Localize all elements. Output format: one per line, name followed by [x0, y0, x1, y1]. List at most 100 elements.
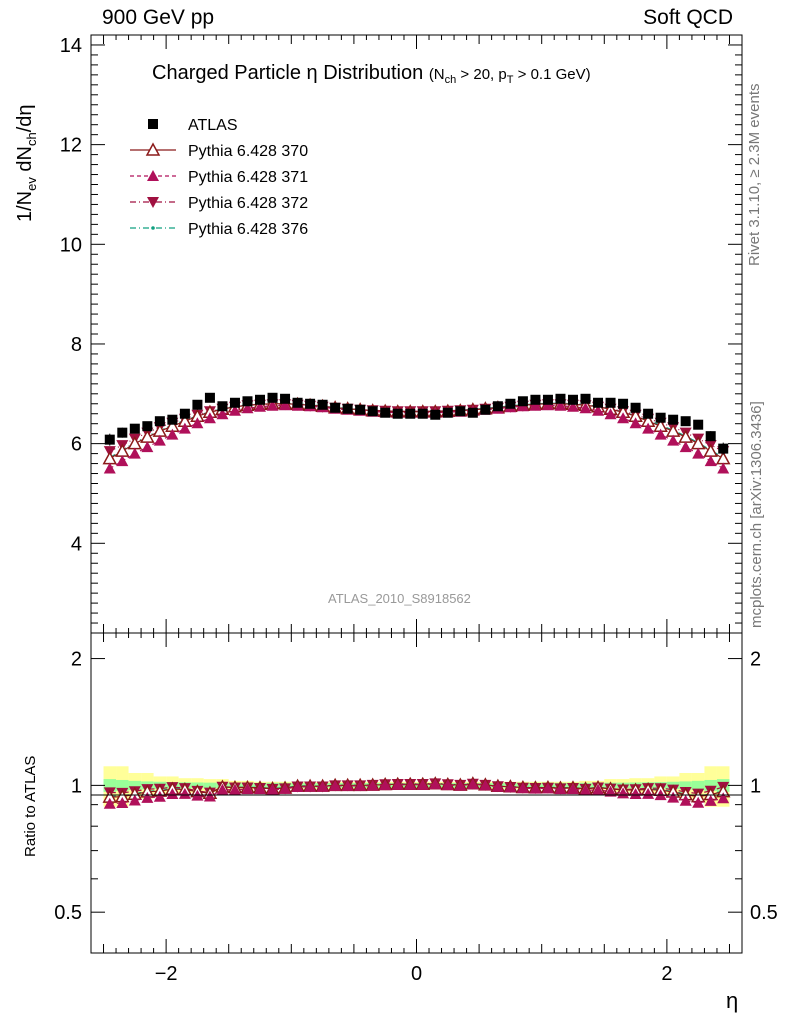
- legend-marker-2: [147, 170, 159, 181]
- ratio-point-2: [266, 783, 279, 795]
- series-point-2: [128, 447, 141, 459]
- x-axis-label: η: [726, 988, 739, 1013]
- ratio-panel-frame: [90, 632, 743, 954]
- series-point-2: [654, 428, 667, 440]
- series-point-2: [254, 400, 267, 412]
- legend-label-4: Pythia 6.428 376: [188, 221, 308, 238]
- ratio-point-2: [642, 787, 655, 799]
- x-tick-label: 0: [411, 963, 422, 985]
- series-point-1: [152, 423, 168, 437]
- ratio-point-2: [279, 782, 292, 794]
- ratio-point-2: [366, 779, 379, 791]
- series-point-2: [667, 434, 680, 446]
- ratio-point-2: [354, 779, 367, 791]
- atlas-point: [467, 407, 478, 418]
- atlas-point: [280, 393, 291, 404]
- legend-marker-1: [145, 142, 161, 156]
- atlas-point: [542, 394, 553, 405]
- atlas-point: [480, 404, 491, 415]
- atlas-point: [267, 392, 278, 403]
- ratio-point-2: [479, 779, 492, 791]
- series-point-1: [703, 443, 718, 457]
- ratio-tick-label: 0.5: [54, 902, 82, 924]
- series-point-1: [102, 451, 118, 465]
- ratio-point-2: [416, 778, 429, 790]
- ratio-point-2: [203, 790, 216, 802]
- atlas-point: [455, 406, 466, 417]
- legend-marker-3: [147, 197, 159, 208]
- ratio-tick-label: 2: [71, 649, 82, 671]
- atlas-point: [305, 398, 316, 409]
- ratio-point-2: [379, 779, 392, 791]
- atlas-point: [255, 394, 266, 405]
- ratio-point-2: [604, 785, 617, 797]
- legend-marker-0: [148, 119, 158, 129]
- band-green: [128, 780, 142, 791]
- ratio-point-2: [579, 784, 592, 796]
- band-green: [704, 779, 717, 791]
- atlas-point: [718, 443, 729, 454]
- series-point-2: [178, 422, 191, 434]
- series-point-2: [203, 412, 216, 424]
- atlas-point: [367, 406, 378, 417]
- atlas-point: [292, 397, 303, 408]
- atlas-point: [580, 393, 591, 404]
- ratio-point-2: [291, 780, 304, 792]
- series-point-2: [141, 441, 154, 453]
- y-tick-label: 10: [60, 234, 82, 256]
- series-point-2: [241, 402, 254, 414]
- series-point-2: [216, 408, 229, 420]
- ratio-point-2: [116, 796, 129, 808]
- atlas-point: [630, 402, 641, 413]
- ratio-point-2: [504, 781, 517, 793]
- ratio-tick-label-right: 1: [750, 775, 761, 797]
- ratio-point-2: [216, 783, 229, 795]
- x-tick-label: −2: [155, 963, 178, 985]
- main-panel-series: [102, 392, 731, 474]
- series-point-2: [617, 412, 630, 424]
- atlas-point: [242, 396, 253, 407]
- ratio-tick-label-right: 2: [750, 649, 761, 671]
- atlas-point: [405, 408, 416, 419]
- ratio-point-2: [178, 787, 191, 799]
- series-point-2: [116, 455, 129, 467]
- x-tick-label: 2: [661, 963, 672, 985]
- ratio-point-2: [228, 783, 241, 795]
- series-point-2: [191, 417, 204, 429]
- series-point-2: [279, 399, 292, 411]
- ratio-point-2: [341, 779, 354, 791]
- legend: ATLAS Pythia 6.428 370 Pythia 6.428 371 Pyt…: [130, 117, 308, 238]
- atlas-point: [605, 397, 616, 408]
- ratio-panel-ticks: [91, 633, 742, 954]
- ratio-point-2: [629, 788, 642, 800]
- series-point-2: [579, 402, 592, 414]
- atlas-point: [330, 402, 341, 413]
- y-tick-label: 8: [71, 334, 82, 356]
- atlas-point: [593, 397, 604, 408]
- series-point-2: [704, 455, 717, 467]
- ratio-point-2: [329, 779, 342, 791]
- series-point-2: [529, 399, 542, 411]
- atlas-point: [693, 419, 704, 430]
- atlas-point: [492, 401, 503, 412]
- atlas-point: [154, 416, 165, 427]
- atlas-point: [643, 408, 654, 419]
- atlas-point: [430, 409, 441, 420]
- band-green: [203, 782, 217, 789]
- ratio-point-2: [541, 782, 554, 794]
- series-point-1: [678, 429, 693, 443]
- ratio-point-2: [529, 782, 542, 794]
- ratio-y-axis-label: Ratio to ATLAS: [22, 755, 39, 857]
- atlas-point: [392, 408, 403, 419]
- atlas-point: [117, 427, 128, 438]
- ratio-point-2: [554, 783, 567, 795]
- atlas-point: [317, 399, 328, 410]
- ratio-point-2: [166, 788, 179, 800]
- atlas-point: [655, 412, 666, 423]
- ratio-point-2: [141, 791, 154, 803]
- ratio-point-2: [241, 783, 254, 795]
- band-green: [691, 780, 705, 791]
